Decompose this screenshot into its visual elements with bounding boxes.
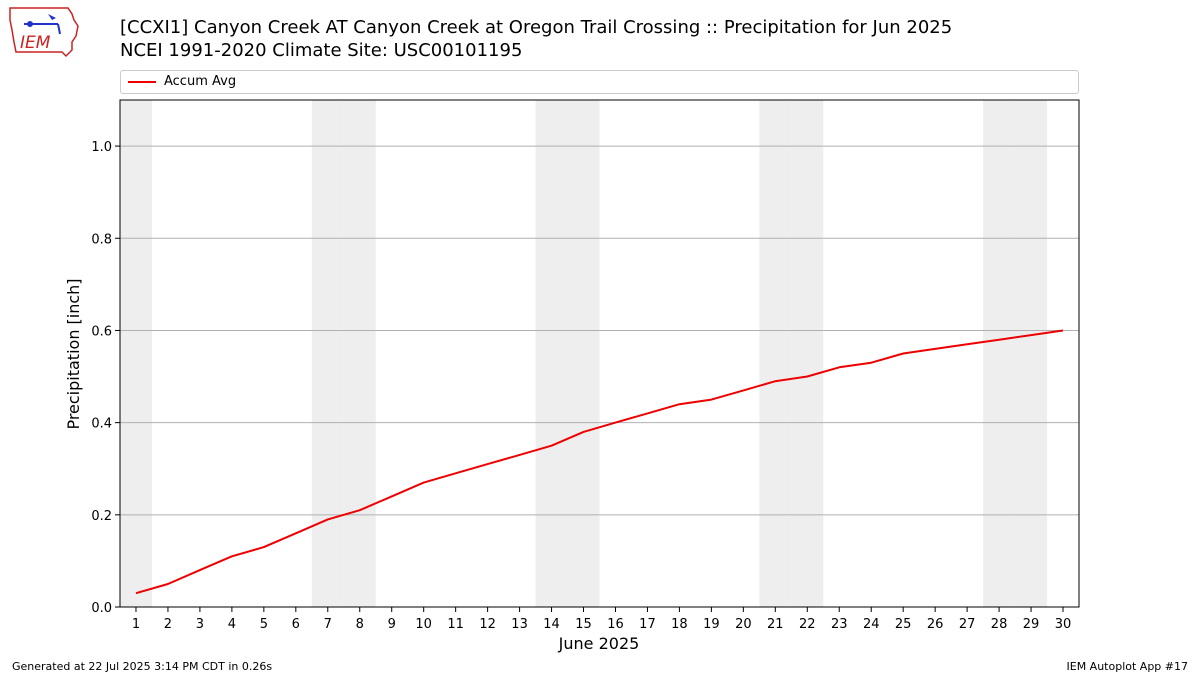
x-tick-label: 7 <box>324 617 332 632</box>
legend-label-accum-avg: Accum Avg <box>164 74 237 89</box>
y-tick-label: 1.0 <box>91 140 112 155</box>
footer-app: IEM Autoplot App #17 <box>1066 660 1189 673</box>
x-tick-label: 10 <box>415 617 432 632</box>
y-tick-label: 0.4 <box>91 417 112 432</box>
x-tick-label: 4 <box>228 617 236 632</box>
legend: Accum Avg <box>120 70 1079 94</box>
x-tick-label: 15 <box>575 617 592 632</box>
x-tick-label: 1 <box>132 617 140 632</box>
weekend-bands <box>120 100 1048 607</box>
x-tick-label: 21 <box>767 617 784 632</box>
legend-swatch-accum-avg <box>128 81 156 83</box>
x-tick-label: 25 <box>895 617 912 632</box>
iem-logo-text: IEM <box>20 33 51 53</box>
x-tick-label: 8 <box>356 617 364 632</box>
x-tick-label: 9 <box>388 617 396 632</box>
iem-logo-graphic: IEM <box>9 7 79 58</box>
x-tick-label: 29 <box>1023 617 1040 632</box>
x-tick-label: 16 <box>607 617 624 632</box>
weekend-band <box>1015 100 1048 607</box>
x-tick-label: 3 <box>196 617 204 632</box>
x-tick-label: 22 <box>799 617 816 632</box>
y-tick-label: 0.6 <box>91 324 112 339</box>
chart-title: [CCXI1] Canyon Creek AT Canyon Creek at … <box>120 17 953 38</box>
x-tick-label: 28 <box>991 617 1008 632</box>
x-tick-label: 26 <box>927 617 944 632</box>
weekend-band <box>120 100 152 607</box>
x-tick-label: 18 <box>671 617 688 632</box>
weekend-band <box>567 100 600 607</box>
y-tick-label: 0.0 <box>91 601 112 616</box>
series-line-accum-avg <box>135 329 1064 595</box>
x-tick-label: 30 <box>1055 617 1072 632</box>
x-tick-label: 19 <box>703 617 720 632</box>
footer-generated: Generated at 22 Jul 2025 3:14 PM CDT in … <box>12 660 273 673</box>
x-tick-label: 20 <box>735 617 752 632</box>
grid-lines <box>120 145 1079 516</box>
weekend-band <box>311 100 344 607</box>
iem-logo: IEM <box>8 6 80 58</box>
series-layer <box>135 329 1064 595</box>
chart-subtitle: NCEI 1991-2020 Climate Site: USC00101195 <box>120 40 523 61</box>
y-axis-label: Precipitation [inch] <box>64 278 83 429</box>
weekend-band <box>759 100 792 607</box>
y-tick-label: 0.8 <box>91 232 112 247</box>
x-tick-label: 5 <box>260 617 268 632</box>
weekend-band <box>535 100 568 607</box>
y-tick-label: 0.2 <box>91 509 112 524</box>
x-tick-label: 27 <box>959 617 976 632</box>
x-tick-label: 14 <box>543 617 560 632</box>
x-tick-label: 12 <box>479 617 496 632</box>
x-tick-label: 13 <box>511 617 528 632</box>
x-axis-ticks: 1 2 3 4 5 6 7 8 9 10 11 12 13 14 15 16 17 18 19 20 21 22 23 24 2… <box>132 607 1071 632</box>
weekend-band <box>983 100 1016 607</box>
x-tick-label: 23 <box>831 617 848 632</box>
x-axis-label: June 2025 <box>558 634 640 653</box>
x-tick-label: 2 <box>164 617 172 632</box>
x-tick-label: 11 <box>447 617 464 632</box>
x-tick-label: 17 <box>639 617 656 632</box>
weekend-band <box>791 100 824 607</box>
y-axis-ticks: 0.0 0.2 0.4 0.6 0.8 1.0 <box>91 140 120 616</box>
x-tick-label: 6 <box>292 617 300 632</box>
x-tick-label: 24 <box>863 617 880 632</box>
weekend-band <box>343 100 376 607</box>
plot-frame <box>119 99 1080 608</box>
